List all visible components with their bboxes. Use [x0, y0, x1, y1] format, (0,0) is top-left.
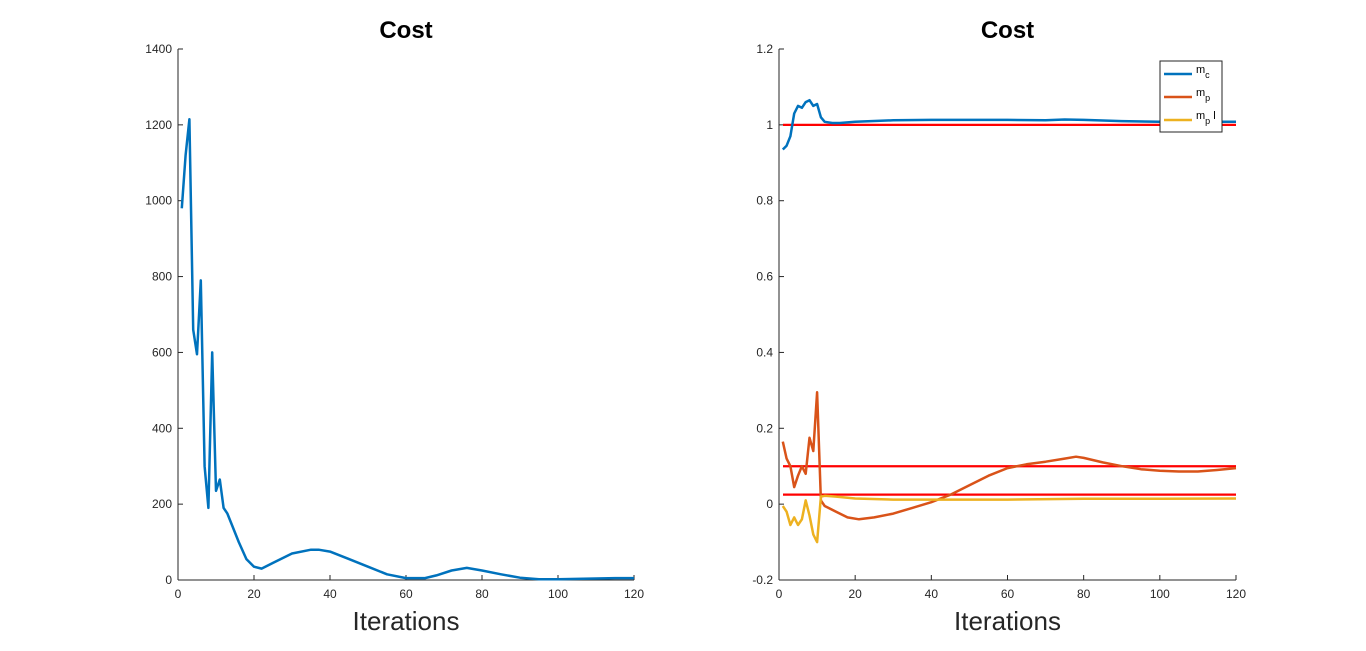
y-tick-label: 600 — [152, 345, 172, 359]
x-tick-label: 60 — [1001, 587, 1015, 601]
series-line-1 — [781, 98, 1236, 151]
x-tick-label: 100 — [548, 587, 568, 601]
x-axis-label: Iterations — [353, 606, 460, 636]
series-line-1 — [180, 117, 634, 581]
legend-label: mp — [1196, 87, 1210, 103]
x-tick-label: 120 — [624, 587, 644, 601]
x-tick-label: 0 — [175, 587, 182, 601]
y-tick-label: 0.4 — [756, 345, 773, 359]
x-tick-label: 40 — [323, 587, 337, 601]
y-tick-label: 0.6 — [756, 270, 773, 284]
y-tick-label: 400 — [152, 421, 172, 435]
y-tick-label: 0 — [165, 573, 172, 587]
x-tick-label: 80 — [1077, 587, 1091, 601]
y-tick-label: 1 — [766, 118, 773, 132]
legend-label: mc — [1196, 64, 1210, 80]
x-tick-label: 80 — [475, 587, 489, 601]
x-tick-label: 20 — [247, 587, 261, 601]
legend: mc mp mp l — [1159, 60, 1223, 133]
chart-panel-2: 0 20 40 60 80 100 120-0.200.20.40.60.811.2Cost… — [752, 17, 1246, 636]
series-line-2 — [781, 391, 1237, 521]
y-tick-label: 0 — [766, 497, 773, 511]
chart-title: Cost — [379, 17, 432, 44]
series-line-3 — [781, 494, 1237, 544]
y-tick-label: 1.2 — [756, 42, 773, 56]
y-tick-label: 200 — [152, 497, 172, 511]
y-tick-label: 0.2 — [756, 421, 773, 435]
x-axis-label: Iterations — [954, 606, 1061, 636]
x-tick-label: 20 — [848, 587, 862, 601]
x-tick-label: 40 — [925, 587, 939, 601]
y-tick-label: -0.2 — [752, 573, 773, 587]
chart-panel-1: 0 20 40 60 80 100 1200200400600800100012001400… — [145, 17, 644, 636]
legend-label: mp l — [1196, 110, 1216, 126]
y-tick-label: 1000 — [145, 194, 172, 208]
y-tick-label: 1400 — [145, 42, 172, 56]
y-tick-label: 1200 — [145, 118, 172, 132]
x-tick-label: 60 — [399, 587, 413, 601]
chart-title: Cost — [981, 17, 1034, 44]
y-tick-label: 0.8 — [756, 194, 773, 208]
x-tick-label: 0 — [776, 587, 783, 601]
y-tick-label: 800 — [152, 270, 172, 284]
x-tick-label: 100 — [1150, 587, 1170, 601]
x-tick-label: 120 — [1226, 587, 1246, 601]
